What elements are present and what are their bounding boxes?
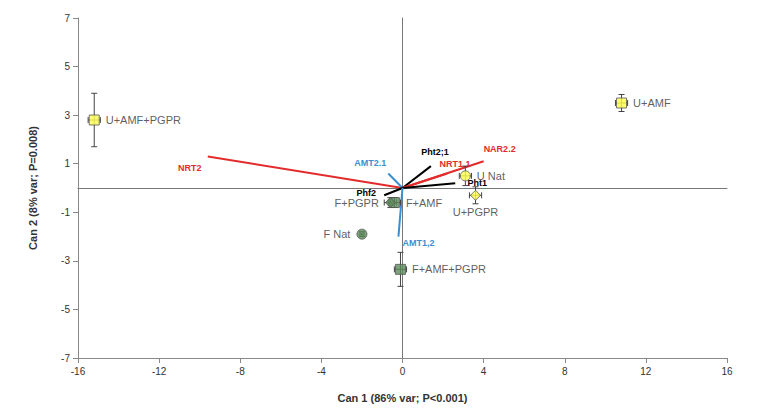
svg-text:Can 2 (8% var; P=0.008): Can 2 (8% var; P=0.008) bbox=[27, 126, 39, 250]
svg-text:F Nat: F Nat bbox=[324, 228, 351, 240]
svg-text:F+AMF: F+AMF bbox=[406, 197, 443, 209]
svg-text:12: 12 bbox=[640, 366, 652, 377]
svg-text:NAR2.2: NAR2.2 bbox=[484, 144, 516, 154]
svg-text:-5: -5 bbox=[61, 304, 70, 315]
svg-text:-12: -12 bbox=[152, 366, 167, 377]
svg-text:Pht1: Pht1 bbox=[467, 178, 487, 189]
svg-text:Can 1 (86% var; P<0.001): Can 1 (86% var; P<0.001) bbox=[338, 392, 468, 404]
svg-text:16: 16 bbox=[721, 366, 733, 377]
svg-text:F+AMF+PGPR: F+AMF+PGPR bbox=[412, 263, 486, 275]
svg-text:5: 5 bbox=[64, 61, 70, 72]
svg-text:0: 0 bbox=[400, 366, 406, 377]
svg-text:AMT1,2: AMT1,2 bbox=[402, 238, 434, 248]
svg-text:NRT2: NRT2 bbox=[178, 163, 202, 173]
svg-text:F+PGPR: F+PGPR bbox=[335, 197, 379, 209]
svg-text:Pht2;1: Pht2;1 bbox=[421, 147, 449, 157]
svg-text:7: 7 bbox=[64, 13, 70, 24]
svg-text:U+AMF+PGPR: U+AMF+PGPR bbox=[106, 114, 181, 126]
svg-text:U+PGPR: U+PGPR bbox=[453, 206, 499, 218]
svg-text:AMT2.1: AMT2.1 bbox=[354, 158, 386, 168]
svg-text:-1: -1 bbox=[61, 207, 70, 218]
svg-text:1: 1 bbox=[64, 158, 70, 169]
svg-text:-3: -3 bbox=[61, 255, 70, 266]
svg-text:Phf2: Phf2 bbox=[356, 188, 376, 199]
svg-text:U+AMF: U+AMF bbox=[633, 97, 671, 109]
svg-text:NRT1.1: NRT1.1 bbox=[439, 159, 471, 170]
svg-text:U Nat: U Nat bbox=[477, 170, 505, 182]
svg-text:8: 8 bbox=[562, 366, 568, 377]
svg-text:4: 4 bbox=[481, 366, 487, 377]
svg-text:-16: -16 bbox=[71, 366, 86, 377]
svg-text:-4: -4 bbox=[317, 366, 326, 377]
svg-text:3: 3 bbox=[64, 110, 70, 121]
svg-text:-8: -8 bbox=[236, 366, 245, 377]
svg-text:-7: -7 bbox=[61, 353, 70, 364]
